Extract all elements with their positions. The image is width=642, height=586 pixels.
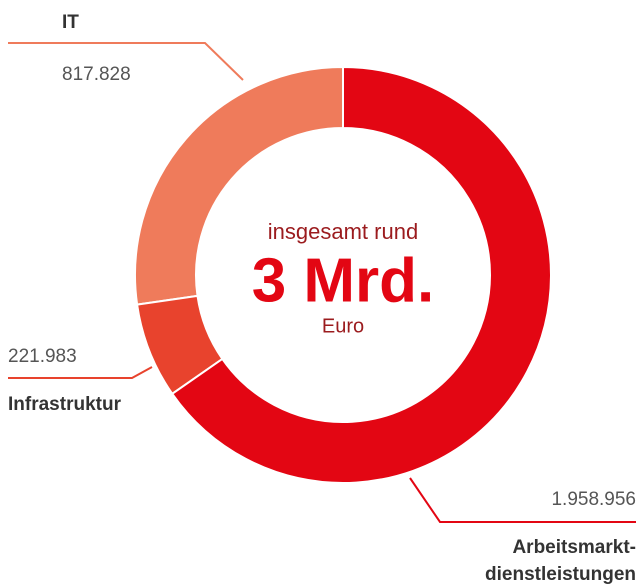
center-caption: insgesamt rund — [268, 219, 418, 244]
center-unit: Euro — [322, 315, 364, 337]
donut-segment — [135, 294, 224, 396]
donut-segment — [170, 65, 552, 484]
donut-segment — [134, 65, 344, 306]
center-total: 3 Mrd. — [252, 246, 435, 315]
category-label: Arbeitsmarkt-dienstleistungen — [485, 537, 636, 585]
leader-line — [8, 42, 244, 81]
value-label: 221.983 — [8, 346, 77, 367]
value-label: 817.828 — [62, 64, 131, 85]
category-label: IT — [62, 12, 79, 33]
value-label: 1.958.956 — [551, 489, 636, 510]
leader-line — [409, 477, 636, 523]
category-label: Infrastruktur — [8, 394, 122, 415]
leader-line — [8, 366, 153, 379]
